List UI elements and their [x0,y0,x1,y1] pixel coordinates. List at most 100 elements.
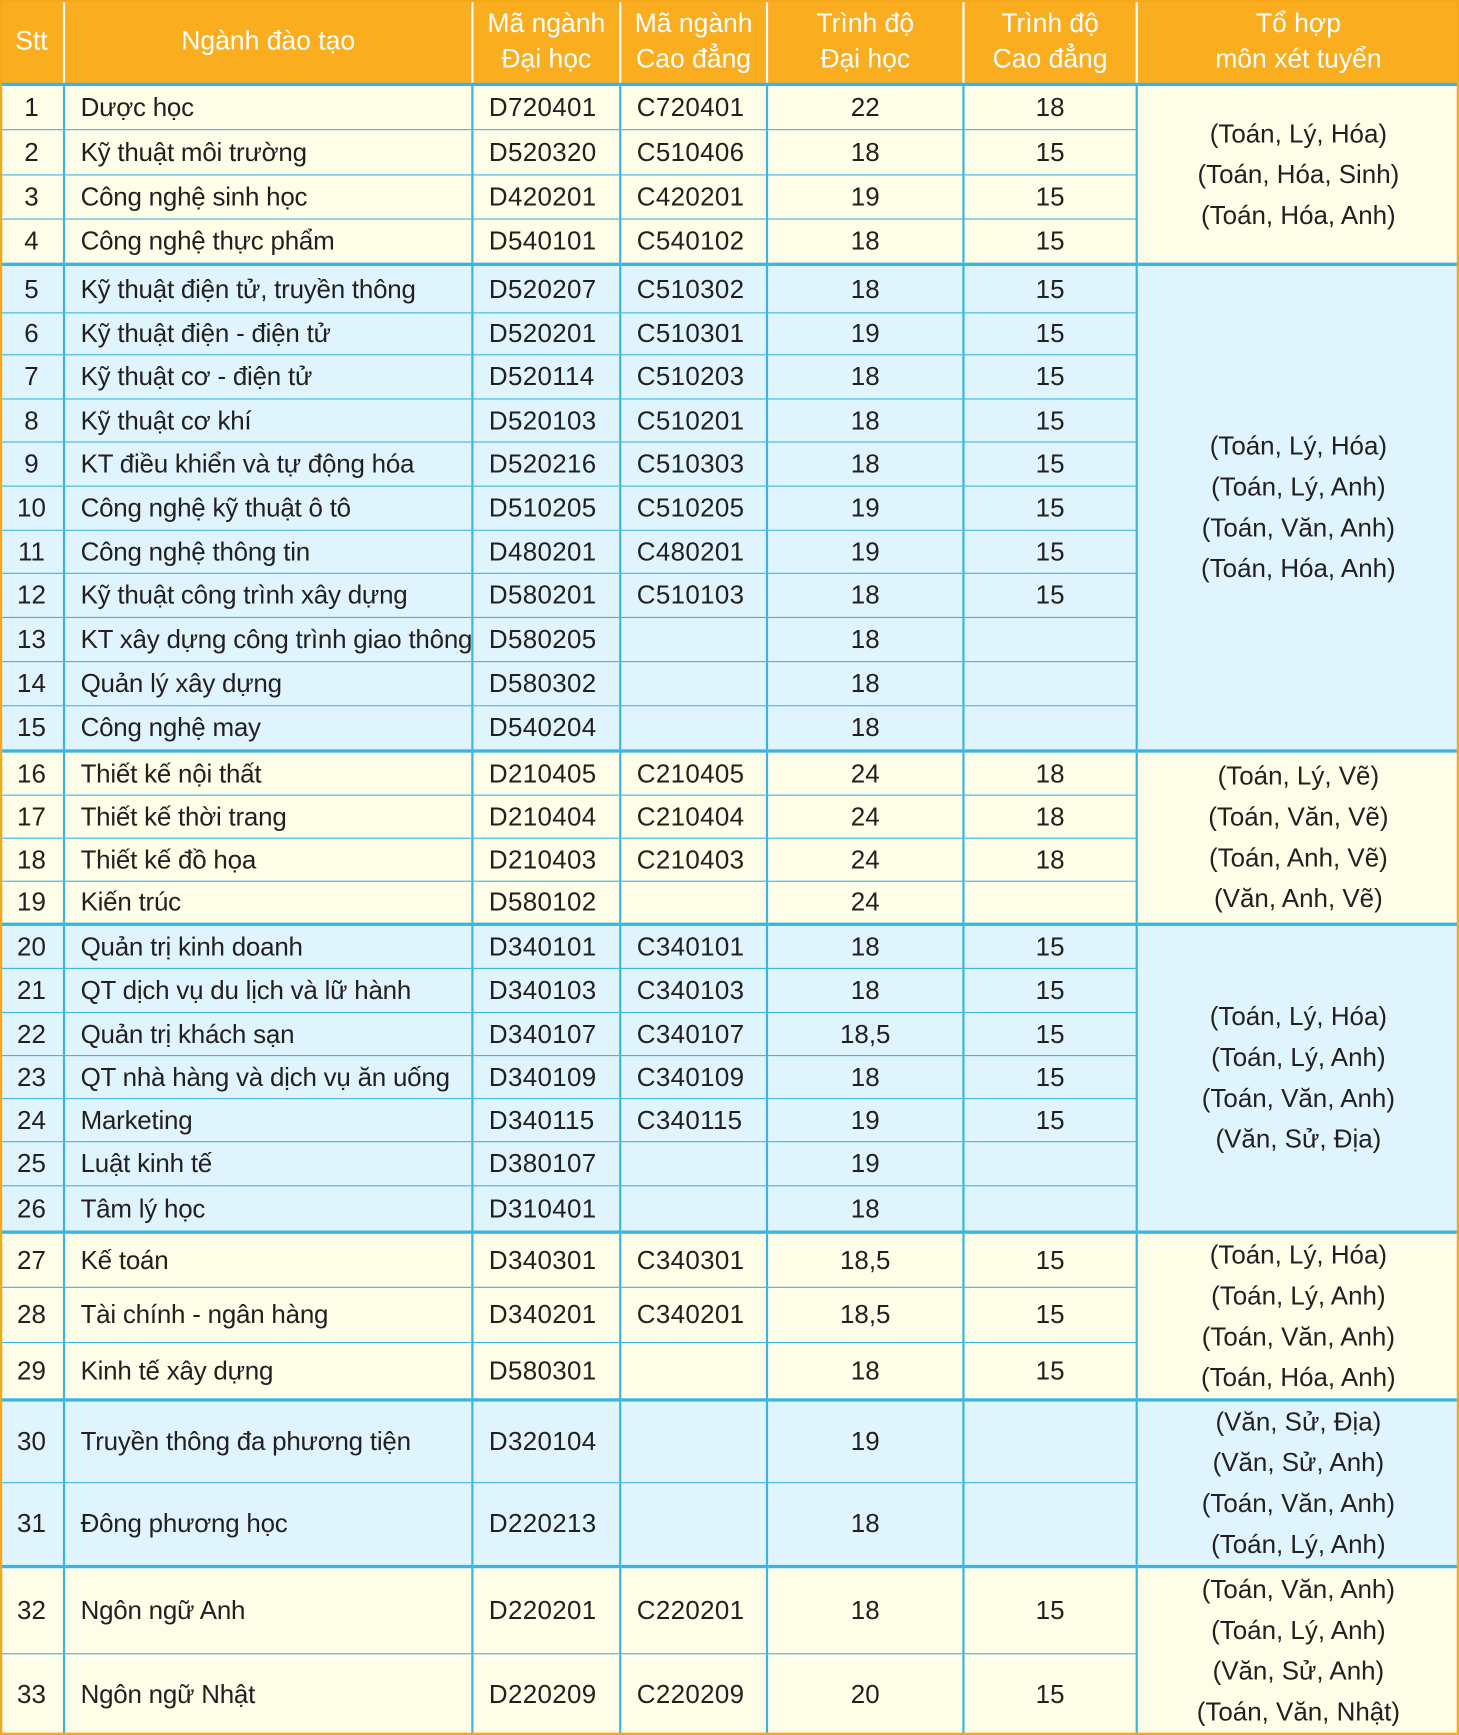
major-name-cell: Kỹ thuật điện tử, truyền thông [62,262,474,314]
table-row: 13 KT xây dựng công trình giao thông D5802… [0,616,1459,663]
subject-combo: (Toán, Anh, Vẽ) [1208,843,1388,872]
stt-cell: 8 [0,398,66,443]
major-name-cell: Đông phương học [62,1482,474,1568]
college-code-cell: C510201 [619,398,769,443]
college-score-cell: 15 [962,572,1137,619]
college-code-cell [619,1398,769,1484]
header-university-code: Mã ngành Đại học [471,0,621,85]
major-name-cell: Truyền thông đa phương tiện [62,1398,474,1484]
university-score-cell: 19 [765,1141,965,1187]
college-code-cell: C340115 [619,1098,769,1143]
college-code-cell [619,1341,769,1401]
table-row: 21 QT dịch vụ du lịch và lữ hành D340103 C3… [0,967,1459,1014]
subject-combo: (Toán, Văn, Anh) [1201,513,1395,542]
college-code-cell: C510205 [619,485,769,531]
university-score-cell: 18 [765,572,965,619]
header-subject-combos: Tổ hợp môn xét tuyển [1135,0,1459,85]
table-row: 11 Công nghệ thông tin D480201 C480201 19 15 [0,529,1459,574]
college-code-cell: C420201 [619,174,769,220]
college-score-cell [962,1398,1138,1484]
subject-combo: (Toán, Lý, Hóa) [1209,431,1388,461]
university-code-cell: D510205 [471,485,622,531]
header-college-code-line: Cao đẳng [636,43,752,74]
table-row: 18 Thiết kế đồ họa D210403 C210403 24 18 [0,837,1459,882]
university-code-cell: D210405 [471,749,622,796]
university-code-cell: D520320 [471,129,622,176]
subject-combo: (Toán, Hóa, Anh) [1201,200,1396,229]
table-row: 25 Luật kinh tế D380107 19 [0,1141,1459,1187]
major-name-cell: Kỹ thuật công trình xây dựng [62,572,474,619]
college-code-cell: C510302 [619,262,769,314]
table-row: 19 Kiến trúc D580102 24 [0,880,1459,925]
major-name-cell: Thiết kế thời trang [62,794,474,839]
table-row: 28 Tài chính - ngân hàng D340201 C340201 18,… [0,1286,1459,1344]
stt-cell: 19 [0,880,66,925]
table-row: 26 Tâm lý học D310401 18 [0,1185,1459,1233]
college-code-cell: C210405 [619,749,769,796]
stt-cell: 10 [0,485,66,531]
stt-cell: 11 [0,529,66,574]
college-score-cell: 18 [962,837,1137,882]
table-header-row: Stt Ngành đào tạo Mã ngành Đại học Mã ngành C… [0,0,1459,85]
university-score-cell: 18 [765,967,965,1014]
university-score-cell: 18 [765,1341,965,1401]
stt-cell: 18 [0,837,66,882]
major-name-cell: Kỹ thuật cơ - điện tử [62,354,474,400]
university-code-cell: D340115 [471,1098,622,1143]
stt-cell: 17 [0,794,66,839]
major-name-cell: Luật kinh tế [62,1141,474,1187]
university-score-cell: 24 [765,794,965,839]
college-score-cell: 15 [962,1564,1138,1655]
subject-combo: (Toán, Lý, Anh) [1211,1529,1386,1559]
college-score-cell [962,1185,1137,1233]
university-code-cell: D220209 [471,1653,622,1735]
stt-cell: 31 [0,1482,66,1568]
college-score-cell [962,705,1137,752]
subject-combo: (Văn, Anh, Vẽ) [1214,883,1383,913]
table-row: 17 Thiết kế thời trang D210404 C210404 24 18 [0,794,1459,839]
university-score-cell: 18 [765,354,965,400]
major-name-cell: Kế toán [62,1230,474,1288]
table-row: 12 Kỹ thuật công trình xây dựng D580201 C51… [0,572,1459,619]
stt-cell: 21 [0,967,66,1014]
college-code-cell: C210403 [619,837,769,882]
university-code-cell: D210404 [471,794,622,839]
subject-combo: (Toán, Lý, Anh) [1211,1615,1386,1645]
college-score-cell: 15 [962,354,1137,400]
college-score-cell: 15 [962,262,1138,314]
stt-cell: 24 [0,1098,66,1143]
major-name-cell: Ngôn ngữ Nhật [62,1653,474,1735]
header-college-score-line: Cao đẳng [992,43,1108,74]
college-code-cell: C480201 [619,529,769,574]
subject-combo: (Toán, Văn, Nhật) [1196,1697,1401,1727]
university-code-cell: D220201 [471,1564,622,1655]
university-score-cell: 18,5 [765,1012,965,1057]
table-row: 30 Truyền thông đa phương tiện D320104 19 (V… [0,1398,1459,1568]
table-row: 14 Quản lý xây dựng D580302 18 [0,661,1459,707]
header-university-score-line: Trình độ [816,8,915,39]
table-row: 20 Quản trị kinh doanh D340101 C340101 18 15(… [0,922,1459,1233]
subject-combos-cell: (Văn, Sử, Địa) (Văn, Sử, Anh) (Toán, Văn, … [1135,1398,1459,1568]
subject-combo: (Toán, Hóa, Sinh) [1197,159,1400,189]
university-score-cell: 18 [765,1055,965,1100]
header-university-score-line: Đại học [820,43,911,74]
subject-combo: (Toán, Lý, Hóa) [1209,1239,1388,1269]
stt-cell: 16 [0,749,66,796]
table-row: 7 Kỹ thuật cơ - điện tử D520114 C510203 18 15 [0,354,1459,400]
major-name-cell: Dược học [62,82,474,131]
subject-combo: (Văn, Sử, Địa) [1215,1124,1382,1154]
college-code-cell: C510301 [619,312,769,356]
major-name-cell: KT điều khiển và tự động hóa [62,441,474,487]
college-code-cell: C220209 [619,1653,769,1735]
major-name-cell: Quản trị kinh doanh [62,922,474,969]
table-body: 1 Dược học D720401 C720401 22 18 (Toán, Lý, Hó… [0,82,1459,1735]
college-score-cell: 18 [962,82,1138,131]
major-name-cell: Tài chính - ngân hàng [62,1286,474,1344]
header-college-code: Mã ngành Cao đẳng [619,0,768,85]
major-name-cell: QT nhà hàng và dịch vụ ăn uống [62,1055,474,1100]
college-score-cell: 15 [962,1055,1137,1100]
university-score-cell: 18 [765,661,965,707]
college-code-cell [619,661,769,707]
college-score-cell: 15 [962,1012,1137,1057]
college-score-cell: 15 [962,529,1137,574]
